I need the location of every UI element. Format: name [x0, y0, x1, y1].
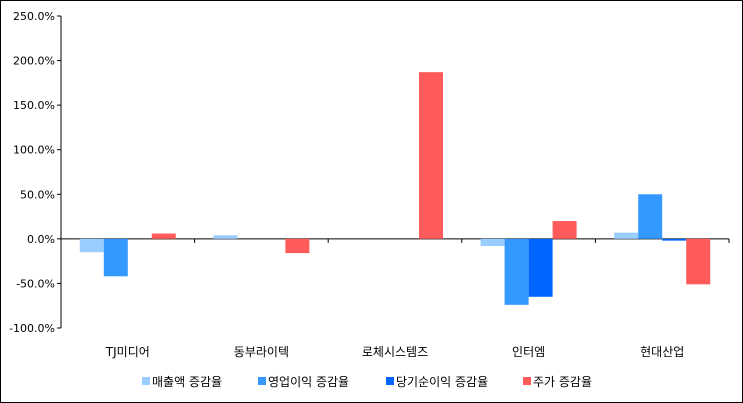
- bar: [213, 235, 238, 239]
- legend: 매출액 증감율 영업이익 증감율 당기순이익 증감율 주가 증감율: [142, 375, 592, 389]
- category-label: TJ미디어: [105, 345, 150, 359]
- axes: [57, 15, 730, 329]
- category-label: 인터엠: [512, 345, 545, 359]
- legend-label: 영업이익 증감율: [268, 375, 349, 389]
- bar: [528, 238, 553, 297]
- legend-swatch: [523, 377, 531, 385]
- category-label: 현대산업: [640, 345, 684, 359]
- bar: [662, 238, 687, 241]
- bar: [285, 238, 310, 254]
- y-tick-label: 50.0%: [20, 188, 55, 201]
- category-label: 동부라이텍: [234, 345, 289, 359]
- category-labels: TJ미디어 동부라이텍 로체시스템즈 인터엠 현대산업: [105, 345, 684, 359]
- y-tick-labels: 250.0% 200.0% 150.0% 100.0% 50.0% 0.0% -50.0% -…: [9, 10, 55, 335]
- y-tick-label: 100.0%: [13, 144, 55, 157]
- bar: [480, 238, 505, 246]
- category-label: 로체시스템즈: [362, 345, 428, 359]
- y-tick-label: 150.0%: [13, 99, 55, 112]
- legend-swatch: [142, 377, 150, 385]
- bar: [614, 232, 639, 239]
- bar: [504, 238, 529, 305]
- bars: [79, 72, 711, 305]
- y-tick-label: 250.0%: [13, 10, 55, 23]
- bar: [151, 233, 176, 239]
- legend-label: 당기순이익 증감율: [396, 375, 488, 389]
- bar: [79, 238, 104, 253]
- bar: [686, 238, 711, 285]
- legend-swatch: [258, 377, 266, 385]
- legend-label: 주가 증감율: [533, 375, 592, 389]
- bar: [552, 221, 577, 239]
- legend-label: 매출액 증감율: [152, 375, 222, 389]
- bar: [419, 72, 443, 239]
- y-tick-label: -50.0%: [16, 277, 55, 290]
- y-tick-label: 0.0%: [27, 233, 55, 246]
- legend-swatch: [386, 377, 394, 385]
- y-tick-label: 200.0%: [13, 55, 55, 68]
- bar: [638, 194, 663, 239]
- bar: [103, 238, 128, 277]
- y-tick-label: -100.0%: [9, 322, 55, 335]
